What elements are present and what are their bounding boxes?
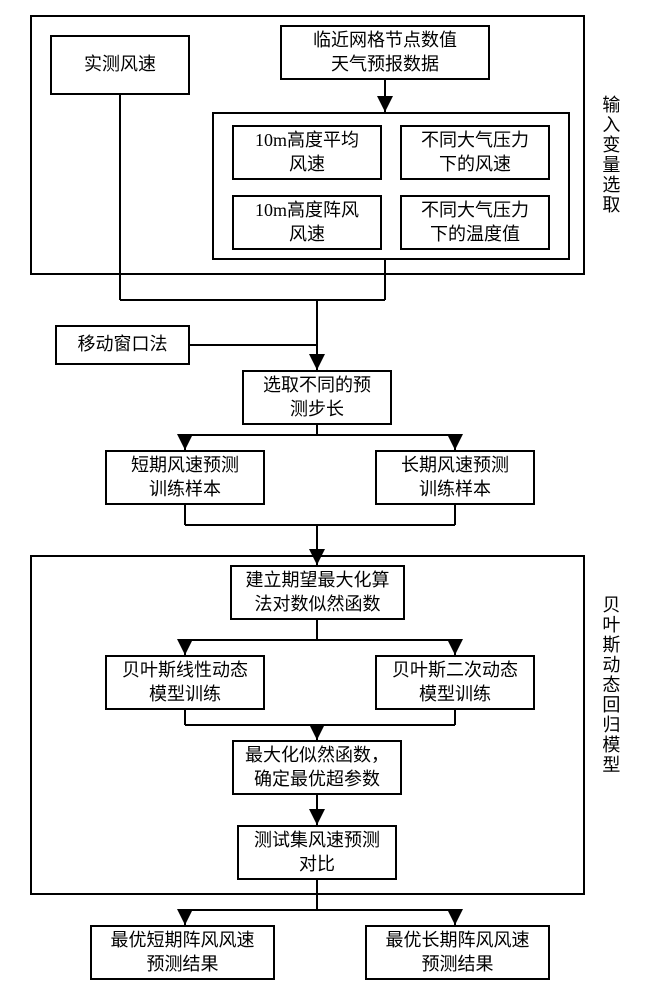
box-var-10m-gust: 10m高度阵风风速 <box>232 195 382 250</box>
box-moving-window: 移动窗口法 <box>55 325 190 365</box>
box-short-sample: 短期风速预测训练样本 <box>105 450 265 505</box>
box-long-sample: 长期风速预测训练样本 <box>375 450 535 505</box>
label-bayes-model: 贝叶斯动态回归模型 <box>598 595 621 775</box>
box-measured-wind: 实测风速 <box>50 35 190 95</box>
box-var-press-t: 不同大气压力下的温度值 <box>400 195 550 250</box>
box-opt-short: 最优短期阵风风速预测结果 <box>90 925 275 980</box>
box-test-compare: 测试集风速预测对比 <box>237 825 397 880</box>
box-em-ll: 建立期望最大化算法对数似然函数 <box>230 565 405 620</box>
box-opt-long: 最优长期阵风风速预测结果 <box>365 925 550 980</box>
box-var-10m-avg: 10m高度平均风速 <box>232 125 382 180</box>
box-nwp-data: 临近网格节点数值天气预报数据 <box>280 25 490 80</box>
box-select-step: 选取不同的预测步长 <box>242 370 392 425</box>
label-input-select: 输入变量选取 <box>598 95 621 215</box>
box-bayes-quad: 贝叶斯二次动态模型训练 <box>375 655 535 710</box>
box-bayes-linear: 贝叶斯线性动态模型训练 <box>105 655 265 710</box>
box-max-ll: 最大化似然函数，确定最优超参数 <box>232 740 402 795</box>
box-var-press-ws: 不同大气压力下的风速 <box>400 125 550 180</box>
